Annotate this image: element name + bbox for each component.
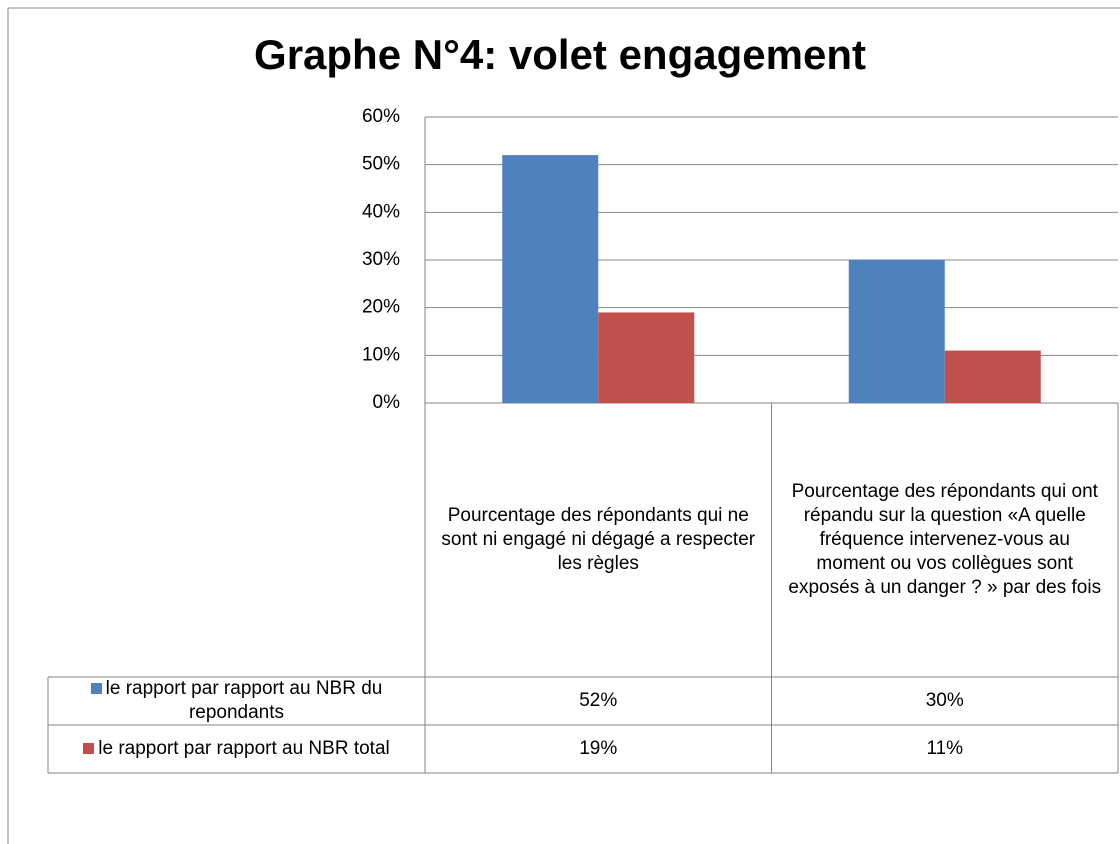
chart-title: Graphe N°4: volet engagement <box>254 31 866 78</box>
category-label: Pourcentage des répondants qui ont répan… <box>788 481 1102 598</box>
y-tick-label: 30% <box>362 249 400 270</box>
category-label: Pourcentage des répondants qui ne sont n… <box>441 505 756 574</box>
y-tick-label: 50% <box>362 154 400 175</box>
legend-swatch <box>90 683 102 694</box>
legend-swatch <box>83 743 95 754</box>
bar <box>598 312 695 403</box>
y-tick-label: 60% <box>362 106 400 127</box>
bar <box>502 155 599 403</box>
bar <box>848 260 945 403</box>
table-value: 19% <box>579 738 618 759</box>
legend-label: le rapport par rapport au NBR du reponda… <box>105 678 383 723</box>
table-value: 30% <box>925 690 964 711</box>
legend-entry: le rapport par rapport au NBR du reponda… <box>48 677 425 725</box>
y-tick-label: 0% <box>373 392 401 413</box>
legend-entry: le rapport par rapport au NBR total <box>48 725 425 773</box>
legend-cell: le rapport par rapport au NBR du reponda… <box>54 677 419 725</box>
table-value: 11% <box>926 738 964 759</box>
bar <box>944 350 1041 403</box>
y-tick-label: 40% <box>362 201 400 222</box>
legend-cell: le rapport par rapport au NBR total <box>83 737 390 761</box>
y-tick-label: 10% <box>362 344 400 365</box>
y-tick-label: 20% <box>362 297 400 318</box>
table-value: 52% <box>579 690 618 711</box>
legend-label: le rapport par rapport au NBR total <box>98 738 390 759</box>
